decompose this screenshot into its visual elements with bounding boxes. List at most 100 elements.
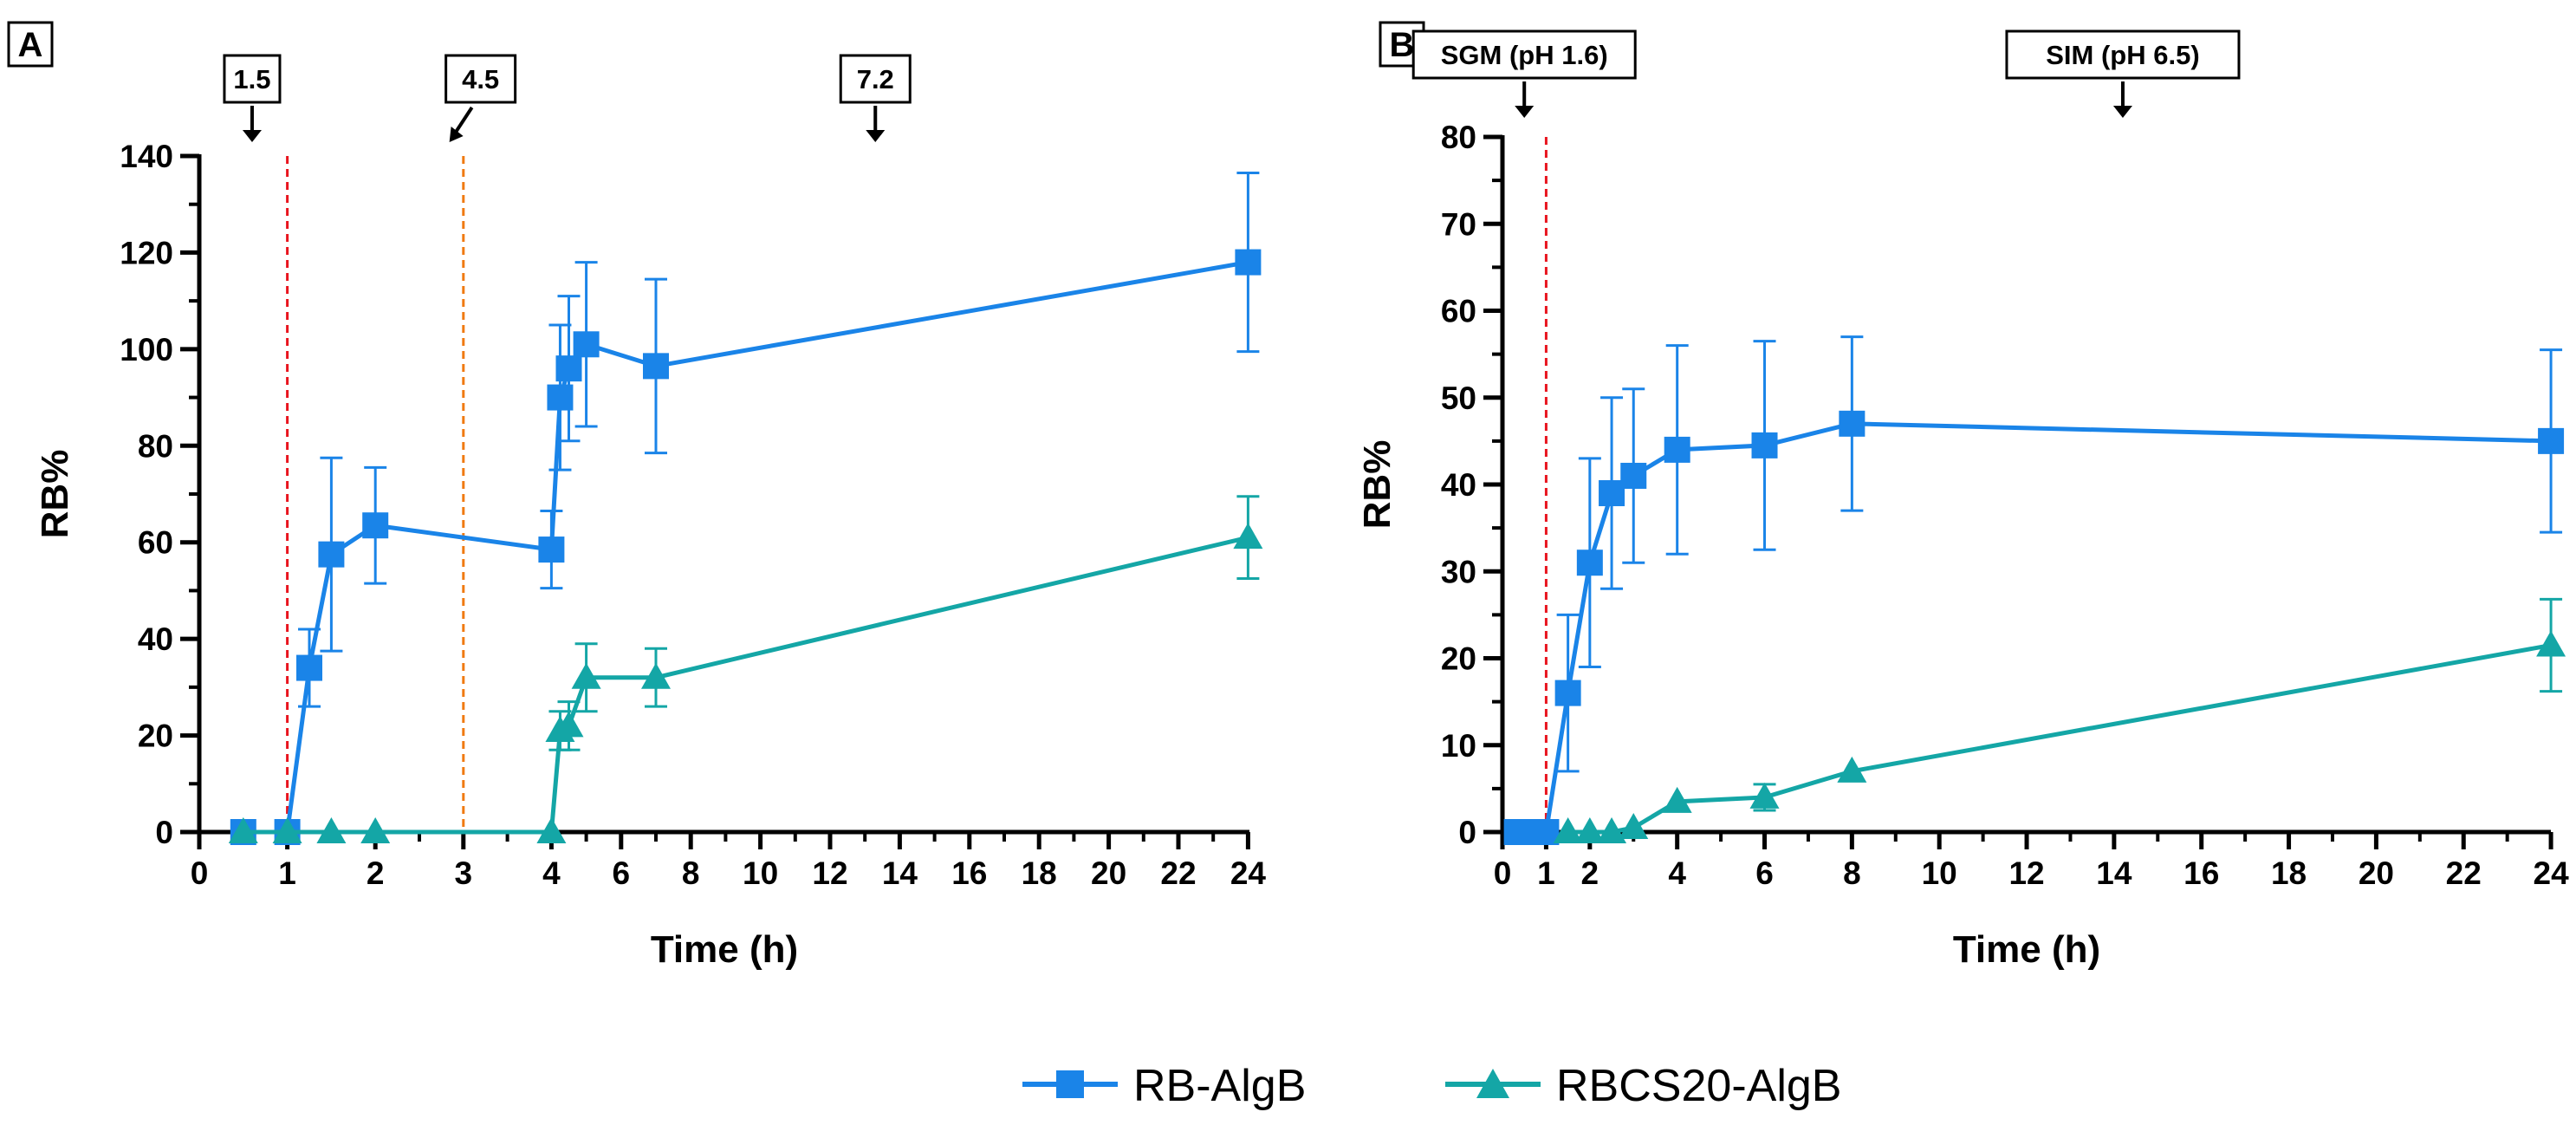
panel-label: A xyxy=(18,26,43,64)
arrow-down-icon xyxy=(2112,106,2132,118)
data-point-square xyxy=(555,355,582,382)
x-tick-label: 4 xyxy=(1668,855,1686,891)
y-tick-label: 40 xyxy=(1441,467,1476,503)
data-point-triangle xyxy=(1619,812,1649,839)
y-tick-label: 80 xyxy=(1441,120,1476,155)
x-tick-label: 12 xyxy=(2008,855,2044,891)
data-point-triangle xyxy=(316,817,347,843)
data-point-square xyxy=(1576,549,1603,576)
y-tick-label: 120 xyxy=(120,235,173,270)
x-tick-label: 0 xyxy=(1494,855,1512,891)
data-point-square xyxy=(1751,432,1778,458)
y-axis-title: RB% xyxy=(34,450,76,539)
data-point-triangle xyxy=(1662,786,1692,813)
data-point-triangle xyxy=(1597,817,1627,843)
panel-label: B xyxy=(1390,26,1415,64)
data-point-triangle xyxy=(554,711,584,738)
y-tick-label: 50 xyxy=(1441,380,1476,416)
data-point-triangle xyxy=(1749,782,1780,809)
data-point-square xyxy=(547,384,574,411)
series-line xyxy=(1567,643,2552,835)
x-tick-label: 20 xyxy=(2359,855,2394,891)
x-tick-label: 1 xyxy=(278,855,296,891)
x-tick-label: 14 xyxy=(2096,855,2132,891)
panel-label-box xyxy=(7,21,54,68)
data-point-triangle xyxy=(536,817,567,843)
x-tick-label: 22 xyxy=(1160,855,1196,891)
y-tick-label: 0 xyxy=(1458,815,1476,850)
y-tick-label: 0 xyxy=(155,815,173,850)
data-point-square xyxy=(538,536,565,563)
x-tick-label: 1 xyxy=(1537,855,1555,891)
data-point-triangle xyxy=(360,817,391,843)
data-point-triangle xyxy=(272,817,302,843)
y-tick-label: 100 xyxy=(120,332,173,367)
y-tick-label: 10 xyxy=(1441,728,1476,764)
legend-label-rbcs20-algb: RBCS20-AlgB xyxy=(1556,1061,1841,1111)
data-point-square xyxy=(296,654,322,681)
annotation-label: 1.5 xyxy=(233,64,270,94)
y-tick-label: 60 xyxy=(138,525,173,561)
y-tick-label: 60 xyxy=(1441,294,1476,329)
data-point-triangle xyxy=(1233,523,1263,549)
x-tick-label: 10 xyxy=(1922,855,1957,891)
x-tick-label: 8 xyxy=(682,855,700,891)
x-tick-label: 14 xyxy=(882,855,918,891)
data-point-square xyxy=(643,353,669,380)
x-tick-label: 6 xyxy=(1755,855,1774,891)
y-tick-label: 40 xyxy=(138,621,173,657)
y-axis-title: RB% xyxy=(1356,440,1398,530)
series-line xyxy=(243,535,1249,835)
series-rbcs20-algb xyxy=(228,495,1263,843)
x-tick-label: 6 xyxy=(613,855,631,891)
y-tick-label: 70 xyxy=(1441,206,1476,242)
x-tick-label: 8 xyxy=(1843,855,1861,891)
x-tick-label: 24 xyxy=(2534,855,2570,891)
annotation-box xyxy=(444,54,517,104)
series-rbcs20-algb xyxy=(1553,597,2566,843)
annotation-box xyxy=(839,54,912,104)
y-tick-label: 20 xyxy=(138,719,173,754)
data-point-triangle xyxy=(2536,630,2566,657)
x-tick-label: 24 xyxy=(1230,855,1267,891)
x-tick-label: 20 xyxy=(1091,855,1126,891)
data-point-square xyxy=(573,331,600,358)
data-point-square xyxy=(1664,436,1690,463)
arrow-diagonal-icon xyxy=(449,127,464,142)
y-tick-label: 80 xyxy=(138,428,173,464)
x-tick-label: 10 xyxy=(743,855,778,891)
legend-marker-triangle xyxy=(1476,1069,1509,1098)
annotation-box xyxy=(223,54,282,104)
y-tick-label: 140 xyxy=(120,139,173,174)
legend-marker-square xyxy=(1056,1070,1084,1098)
legend-item-rbcs20-algb: RBCS20-AlgB xyxy=(1445,1061,1841,1111)
data-point-square xyxy=(318,541,345,568)
arrow-down-icon xyxy=(242,130,262,142)
series-line xyxy=(1516,421,2552,835)
data-point-triangle xyxy=(1574,817,1605,843)
annotation-box xyxy=(2005,29,2241,80)
annotation-label: SIM (pH 6.5) xyxy=(2046,40,2199,70)
series-rb-algb xyxy=(1503,335,2565,845)
data-point-triangle xyxy=(1553,817,1583,843)
annotation-box xyxy=(1411,29,1637,80)
series-rb-algb xyxy=(230,172,1262,845)
data-point-triangle xyxy=(571,662,601,689)
x-tick-label: 12 xyxy=(812,855,847,891)
x-tick-label: 18 xyxy=(1022,855,1057,891)
data-point-square xyxy=(1235,249,1262,276)
x-tick-label: 4 xyxy=(542,855,561,891)
x-tick-label: 18 xyxy=(2271,855,2307,891)
y-tick-label: 20 xyxy=(1441,641,1476,677)
data-point-triangle xyxy=(1837,756,1867,783)
x-tick-label: 16 xyxy=(2183,855,2219,891)
legend: RB-AlgB RBCS20-AlgB xyxy=(1022,1061,1841,1111)
data-point-triangle xyxy=(641,662,671,689)
x-tick-label: 16 xyxy=(951,855,987,891)
arrow-down-icon xyxy=(866,130,886,142)
x-tick-label: 2 xyxy=(367,855,385,891)
arrow-down-icon xyxy=(1515,106,1535,118)
